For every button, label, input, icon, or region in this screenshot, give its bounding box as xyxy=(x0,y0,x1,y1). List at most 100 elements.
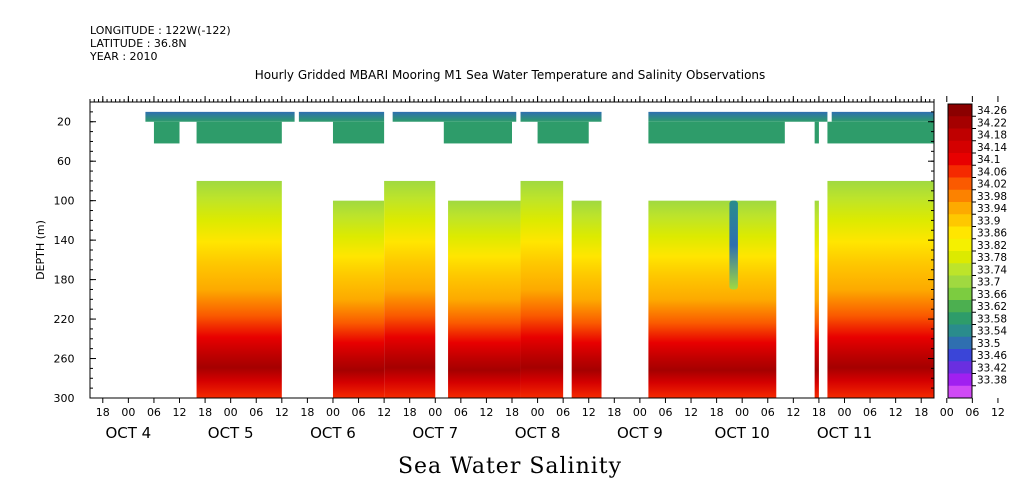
x-day-label: OCT 11 xyxy=(817,424,872,442)
x-tick-label: 00 xyxy=(326,406,340,419)
deep-salinity-block xyxy=(520,180,564,398)
colorbar-label: 33.94 xyxy=(977,203,1007,215)
longitude-label: LONGITUDE : 122W(-122) xyxy=(90,24,231,37)
colorbar-label: 33.86 xyxy=(977,228,1007,240)
colorbar-label: 33.62 xyxy=(977,301,1007,313)
x-tick-label: 00 xyxy=(121,406,135,419)
deep-salinity-block xyxy=(571,200,602,398)
x-day-label: OCT 8 xyxy=(515,424,561,442)
y-tick-label: 300 xyxy=(54,392,75,405)
x-tick-label: 06 xyxy=(454,406,468,419)
x-tick-label: 18 xyxy=(710,406,724,419)
deep-salinity-block xyxy=(827,180,934,398)
latitude-label: LATITUDE : 36.8N xyxy=(90,37,187,50)
colorbar-swatch xyxy=(948,153,972,166)
colorbar-swatch xyxy=(948,275,972,289)
surface-salinity-block xyxy=(648,111,828,122)
x-tick-label: 12 xyxy=(684,406,698,419)
colorbar-swatch xyxy=(948,226,972,240)
colorbar-swatch xyxy=(948,177,972,191)
colorbar-swatch xyxy=(948,104,972,117)
colorbar-swatch xyxy=(948,349,972,362)
surface-salinity-block xyxy=(537,121,589,144)
x-day-label: OCT 9 xyxy=(617,424,663,442)
x-axis: 18 00 06 12 18 00 06 12 18 00 06 12 18 00 06 12 18 00 06 12… xyxy=(89,96,1005,442)
colorbar-swatch xyxy=(948,312,972,325)
x-tick-label: 12 xyxy=(479,406,493,419)
x-tick-label: 00 xyxy=(735,406,749,419)
x-tick-label: 12 xyxy=(889,406,903,419)
y-axis-label: DEPTH (m) xyxy=(34,220,47,280)
x-tick-label: 12 xyxy=(991,406,1005,419)
low-salinity-anomaly xyxy=(729,200,738,290)
x-tick-label: 18 xyxy=(198,406,212,419)
x-tick-label: 00 xyxy=(428,406,442,419)
colorbar-swatch xyxy=(948,202,972,215)
x-tick-label: 18 xyxy=(300,406,314,419)
colorbar-label: 33.54 xyxy=(977,326,1007,338)
x-tick-label: 12 xyxy=(275,406,289,419)
x-tick-label: 12 xyxy=(173,406,187,419)
x-day-label: OCT 6 xyxy=(310,424,356,442)
colorbar-swatch xyxy=(948,361,972,374)
x-tick-label: 18 xyxy=(607,406,621,419)
x-tick-label: 06 xyxy=(147,406,161,419)
colorbar-swatch xyxy=(948,385,972,399)
x-tick-label: 18 xyxy=(96,406,110,419)
x-axis-title: Sea Water Salinity xyxy=(397,454,623,479)
x-tick-label: 18 xyxy=(812,406,826,419)
y-tick-label: 180 xyxy=(54,274,75,287)
colorbar-label: 33.58 xyxy=(977,313,1007,325)
surface-salinity-block xyxy=(298,111,385,122)
x-tick-label: 06 xyxy=(352,406,366,419)
colorbar-label: 33.5 xyxy=(977,338,1000,350)
surface-salinity-block xyxy=(145,111,295,122)
location-info: LONGITUDE : 122W(-122) LATITUDE : 36.8N … xyxy=(90,24,231,63)
colorbar-swatch xyxy=(948,189,972,203)
x-day-label: OCT 10 xyxy=(715,424,770,442)
colorbar-label: 33.78 xyxy=(977,252,1007,264)
surface-salinity-block xyxy=(196,121,282,144)
colorbar-label: 34.22 xyxy=(977,117,1007,129)
x-tick-label: 12 xyxy=(582,406,596,419)
colorbar-label: 34.26 xyxy=(977,105,1007,117)
chart-title: Hourly Gridded MBARI Mooring M1 Sea Wate… xyxy=(254,68,766,82)
x-day-label: OCT 7 xyxy=(412,424,458,442)
colorbar-label: 33.46 xyxy=(977,350,1007,362)
x-tick-label: 06 xyxy=(556,406,570,419)
surface-salinity-block xyxy=(831,111,934,122)
x-tick-label: 00 xyxy=(224,406,238,419)
colorbar-swatch xyxy=(948,140,972,154)
x-tick-label: 06 xyxy=(863,406,877,419)
surface-salinity-block xyxy=(332,121,385,144)
x-tick-label: 00 xyxy=(531,406,545,419)
y-tick-label: 60 xyxy=(57,155,71,168)
colorbar-swatch xyxy=(948,263,972,276)
colorbar-swatch xyxy=(948,336,972,350)
deep-salinity-block xyxy=(384,180,436,398)
colorbar-label: 34.06 xyxy=(977,166,1007,178)
x-tick-label: 06 xyxy=(965,406,979,419)
colorbar-label: 33.82 xyxy=(977,240,1007,252)
surface-salinity-block xyxy=(443,121,512,144)
x-tick-label: 12 xyxy=(786,406,800,419)
colorbar-label: 33.74 xyxy=(977,264,1007,276)
colorbar-swatch xyxy=(948,300,972,313)
colorbar-label: 33.38 xyxy=(977,375,1007,387)
colorbar-label: 33.98 xyxy=(977,191,1007,203)
colorbar-label: 33.42 xyxy=(977,362,1007,374)
x-tick-label: 18 xyxy=(505,406,519,419)
x-tick-label: 00 xyxy=(633,406,647,419)
surface-salinity-block xyxy=(827,121,934,144)
colorbar-swatch xyxy=(948,165,972,178)
colorbar-swatch xyxy=(948,214,972,227)
colorbar-swatch xyxy=(948,251,972,264)
colorbar-label: 34.02 xyxy=(977,179,1007,191)
deep-salinity-block xyxy=(196,180,282,398)
x-tick-label: 12 xyxy=(377,406,391,419)
colorbar-swatch xyxy=(948,128,972,142)
y-tick-label: 260 xyxy=(54,353,75,366)
x-tick-label: 06 xyxy=(249,406,263,419)
surface-salinity-block xyxy=(520,111,602,122)
